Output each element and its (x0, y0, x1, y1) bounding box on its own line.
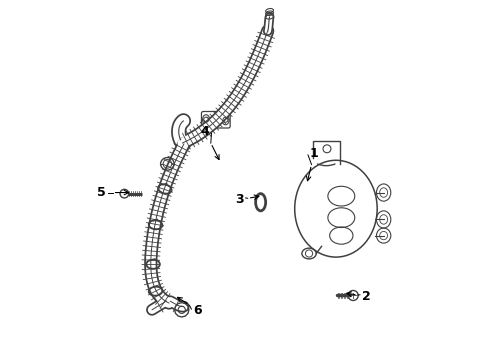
Text: 6: 6 (193, 305, 202, 318)
Text: 3: 3 (234, 193, 243, 206)
Text: 5: 5 (97, 186, 105, 199)
Text: 2: 2 (361, 290, 370, 303)
Text: 1: 1 (309, 147, 318, 159)
Text: 4: 4 (200, 125, 209, 138)
